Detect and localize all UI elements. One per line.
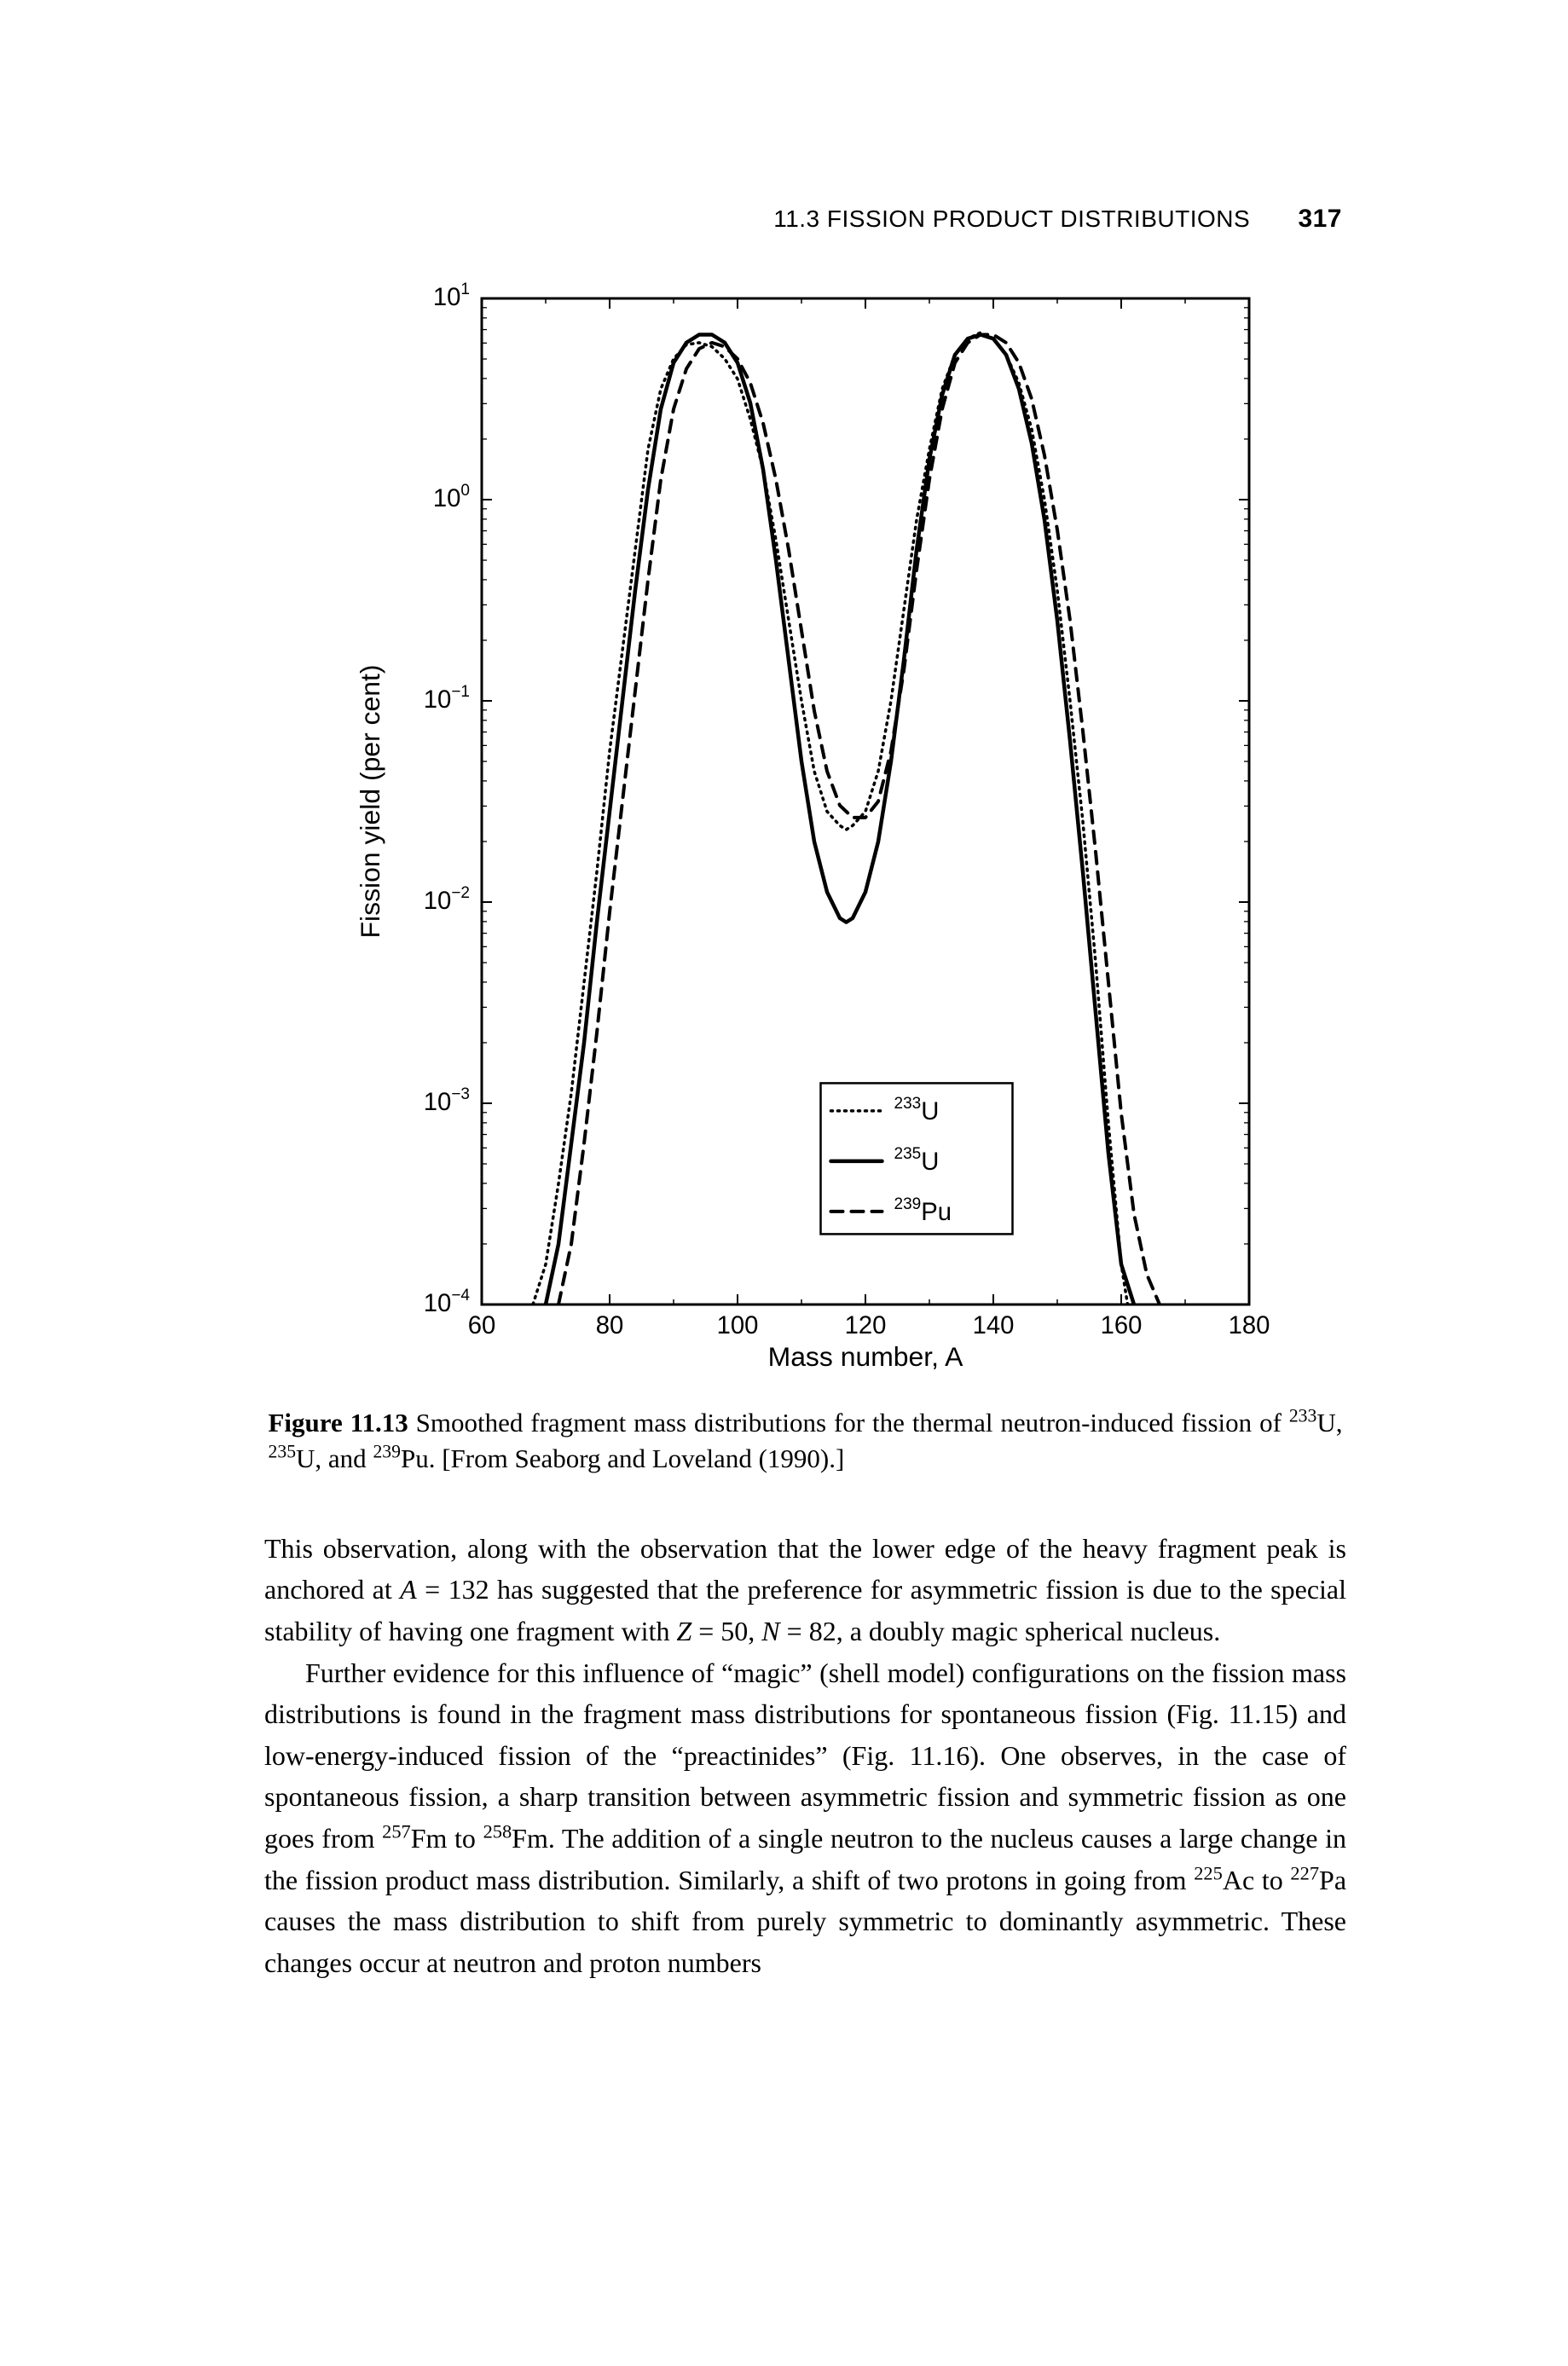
svg-text:120: 120 (844, 1312, 886, 1339)
svg-text:160: 160 (1100, 1312, 1142, 1339)
svg-text:80: 80 (595, 1312, 623, 1339)
paragraph-2: Further evidence for this influence of “… (264, 1652, 1346, 1984)
fission-yield-chart: 60 80 100 120 140 160 180 10−4 10−3 10−2 10−1 100 10… (337, 281, 1275, 1390)
svg-text:101: 101 (432, 281, 469, 311)
figure-number: Figure 11.13 (269, 1408, 408, 1438)
svg-text:180: 180 (1228, 1312, 1270, 1339)
svg-text:100: 100 (716, 1312, 758, 1339)
svg-text:100: 100 (432, 482, 469, 512)
section-label: 11.3 FISSION PRODUCT DISTRIBUTIONS (773, 205, 1250, 232)
svg-text:140: 140 (972, 1312, 1014, 1339)
page: 11.3 FISSION PRODUCT DISTRIBUTIONS 317 6… (0, 0, 1568, 2366)
running-head: 11.3 FISSION PRODUCT DISTRIBUTIONS 317 (773, 205, 1342, 234)
figure-11-13: 60 80 100 120 140 160 180 10−4 10−3 10−2 10−1 100 10… (264, 281, 1346, 1477)
svg-text:10−1: 10−1 (423, 683, 469, 714)
paragraph-1: This observation, along with the observa… (264, 1528, 1346, 1652)
figure-caption: Figure 11.13 Smoothed fragment mass dist… (269, 1405, 1343, 1477)
body-text: This observation, along with the observa… (264, 1528, 1346, 1984)
svg-text:10−3: 10−3 (423, 1085, 469, 1116)
svg-text:60: 60 (467, 1312, 495, 1339)
svg-text:Fission yield (per cent): Fission yield (per cent) (355, 665, 385, 939)
svg-text:10−2: 10−2 (423, 884, 469, 915)
svg-text:Mass number, A: Mass number, A (767, 1341, 963, 1372)
page-number: 317 (1298, 205, 1342, 233)
svg-text:10−4: 10−4 (423, 1287, 470, 1317)
